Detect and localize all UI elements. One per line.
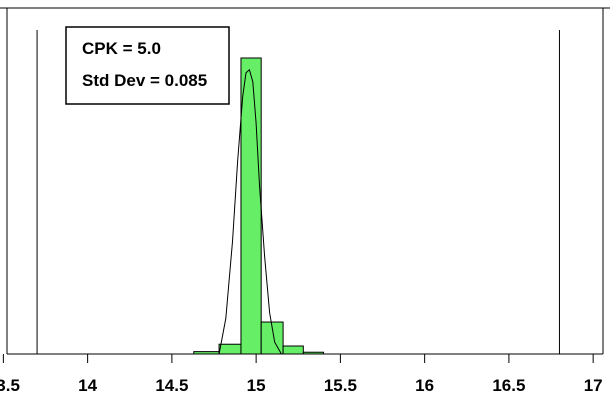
- x-tick-label: 17: [584, 376, 603, 395]
- x-tick-label: 15.5: [324, 376, 357, 395]
- x-tick-label: 14.5: [155, 376, 188, 395]
- x-tick-label: 13.5: [0, 376, 20, 395]
- stats-box-frame: [65, 26, 230, 105]
- density-curve: [218, 68, 282, 355]
- x-axis-ticks: 13.5 14 14.5 15 15.5 16 16.5 17: [0, 354, 603, 395]
- x-tick-label: 15: [247, 376, 266, 395]
- stats-box: CPK = 5.0 Std Dev = 0.085: [65, 26, 230, 105]
- x-tick-label: 16: [415, 376, 434, 395]
- std-dev-label: Std Dev = 0.085: [82, 71, 207, 90]
- histogram-bar: [282, 345, 304, 355]
- cpk-label: CPK = 5.0: [82, 39, 161, 58]
- histogram-bar: [218, 343, 242, 355]
- x-tick-label: 16.5: [492, 376, 525, 395]
- histogram-bar: [240, 57, 262, 355]
- spec-limit-lines: [36, 30, 560, 354]
- x-tick-label: 14: [78, 376, 97, 395]
